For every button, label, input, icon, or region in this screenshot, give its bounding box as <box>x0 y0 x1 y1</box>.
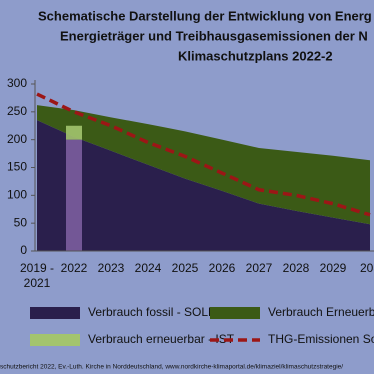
x-tick-label: 2025 <box>172 261 199 275</box>
x-tick-label: 2019 -2021 <box>20 261 54 290</box>
line <box>36 92 371 217</box>
y-tick-label: 150 <box>7 160 27 174</box>
x-tick-label-line: 2019 - <box>20 261 54 275</box>
bar <box>66 125 82 140</box>
bar <box>66 139 82 251</box>
chart-title: Klimaschutzplans 2022-2 <box>178 48 333 63</box>
y-tick-label: 200 <box>7 132 27 146</box>
legend-label: Verbrauch fossil - SOLL <box>88 305 215 319</box>
legend-swatch <box>210 307 260 319</box>
x-tick-label: 2023 <box>98 261 125 275</box>
legend-label: Verbrauch Erneuerbar <box>268 305 374 319</box>
plot <box>36 92 371 251</box>
x-tick-label: 2026 <box>209 261 236 275</box>
x-tick-label: 2024 <box>135 261 162 275</box>
y-tick-label: 0 <box>20 243 27 257</box>
x-tick-label-line: 2021 <box>24 276 51 290</box>
chart-title: Schematische Darstellung der Entwicklung… <box>38 8 372 23</box>
legend-label: THG-Emissionen Soll <box>268 332 374 346</box>
x-tick-label: 2028 <box>283 261 310 275</box>
area <box>37 120 370 251</box>
x-tick-label: 2029 <box>320 261 347 275</box>
y-tick-label: 100 <box>7 188 27 202</box>
legend-swatch <box>30 307 80 319</box>
x-tick-label: 2027 <box>246 261 273 275</box>
y-tick-label: 300 <box>7 76 27 90</box>
chart-title: Energieträger und Treibhausgasemissionen… <box>60 28 368 43</box>
x-tick-label: 2022 <box>61 261 88 275</box>
source: schutzbericht 2022, Ev.-Luth. Kirche in … <box>0 364 343 371</box>
y-tick-label: 50 <box>14 215 28 229</box>
x-tick-label: 203 <box>360 261 374 275</box>
y-tick-label: 250 <box>7 104 27 118</box>
legend-label: Verbrauch erneuerbar - IST <box>88 332 235 346</box>
legend-swatch <box>30 334 80 346</box>
